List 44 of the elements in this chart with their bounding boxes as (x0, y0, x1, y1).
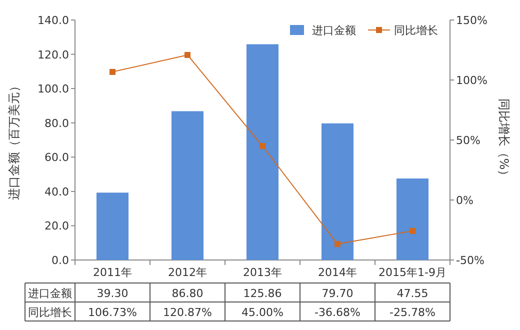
y2-tick-label: 0% (456, 194, 474, 207)
y-tick-label: 0.0 (52, 254, 69, 267)
data-label: 106.73% (88, 306, 137, 319)
data-label: 45.00% (242, 306, 284, 319)
data-label: 125.86 (243, 287, 282, 300)
data-label: -36.68% (314, 306, 360, 319)
data-label: 120.87% (163, 306, 212, 319)
data-label: 79.70 (322, 287, 354, 300)
x-tick-label: 2011年 (93, 266, 132, 279)
data-label: 39.30 (96, 287, 128, 300)
x-tick-label: 2014年 (318, 266, 357, 279)
y-tick-label: 40.0 (44, 185, 69, 198)
y2-axis-title: 同比增长（%） (497, 98, 511, 182)
data-label: 47.55 (396, 287, 428, 300)
legend-label: 进口金额 (312, 24, 356, 37)
y-tick-label: 140.0 (38, 14, 69, 27)
x-tick-label: 2012年 (168, 266, 207, 279)
y2-tick-label: -50% (456, 254, 484, 267)
point (334, 241, 340, 248)
text: 同比增长 (28, 306, 72, 319)
y-tick-label: 20.0 (44, 220, 69, 233)
point (184, 52, 190, 58)
y-tick-label: 100.0 (38, 82, 69, 96)
x-tick-label: 2013年 (243, 266, 282, 279)
bar (322, 123, 354, 260)
y-tick-label: 80.0 (44, 116, 69, 130)
bar (96, 192, 128, 260)
y2-tick-label: 50% (456, 134, 480, 147)
bar (396, 178, 428, 260)
point (110, 68, 116, 75)
y-axis-title: 进口金额（百万美元） (7, 80, 21, 200)
y-tick-label: 60.0 (44, 151, 69, 164)
y2-tick-label: 100% (456, 74, 488, 87)
point (410, 228, 416, 234)
bar (246, 44, 278, 260)
point (260, 143, 266, 149)
y2-tick-label: 150% (456, 14, 488, 27)
x-tick-label: 2015年1-9月 (378, 266, 446, 279)
bar (172, 111, 204, 260)
data-label: 86.80 (172, 287, 204, 300)
legend-label: 同比增长 (394, 24, 438, 37)
text: 进口金额 (28, 287, 72, 300)
data-label: -25.78% (390, 306, 436, 319)
y-tick-label: 120.0 (38, 48, 69, 62)
